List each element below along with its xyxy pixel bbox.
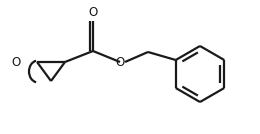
Text: O: O: [115, 55, 125, 68]
Text: O: O: [11, 55, 21, 68]
Text: O: O: [88, 7, 98, 20]
